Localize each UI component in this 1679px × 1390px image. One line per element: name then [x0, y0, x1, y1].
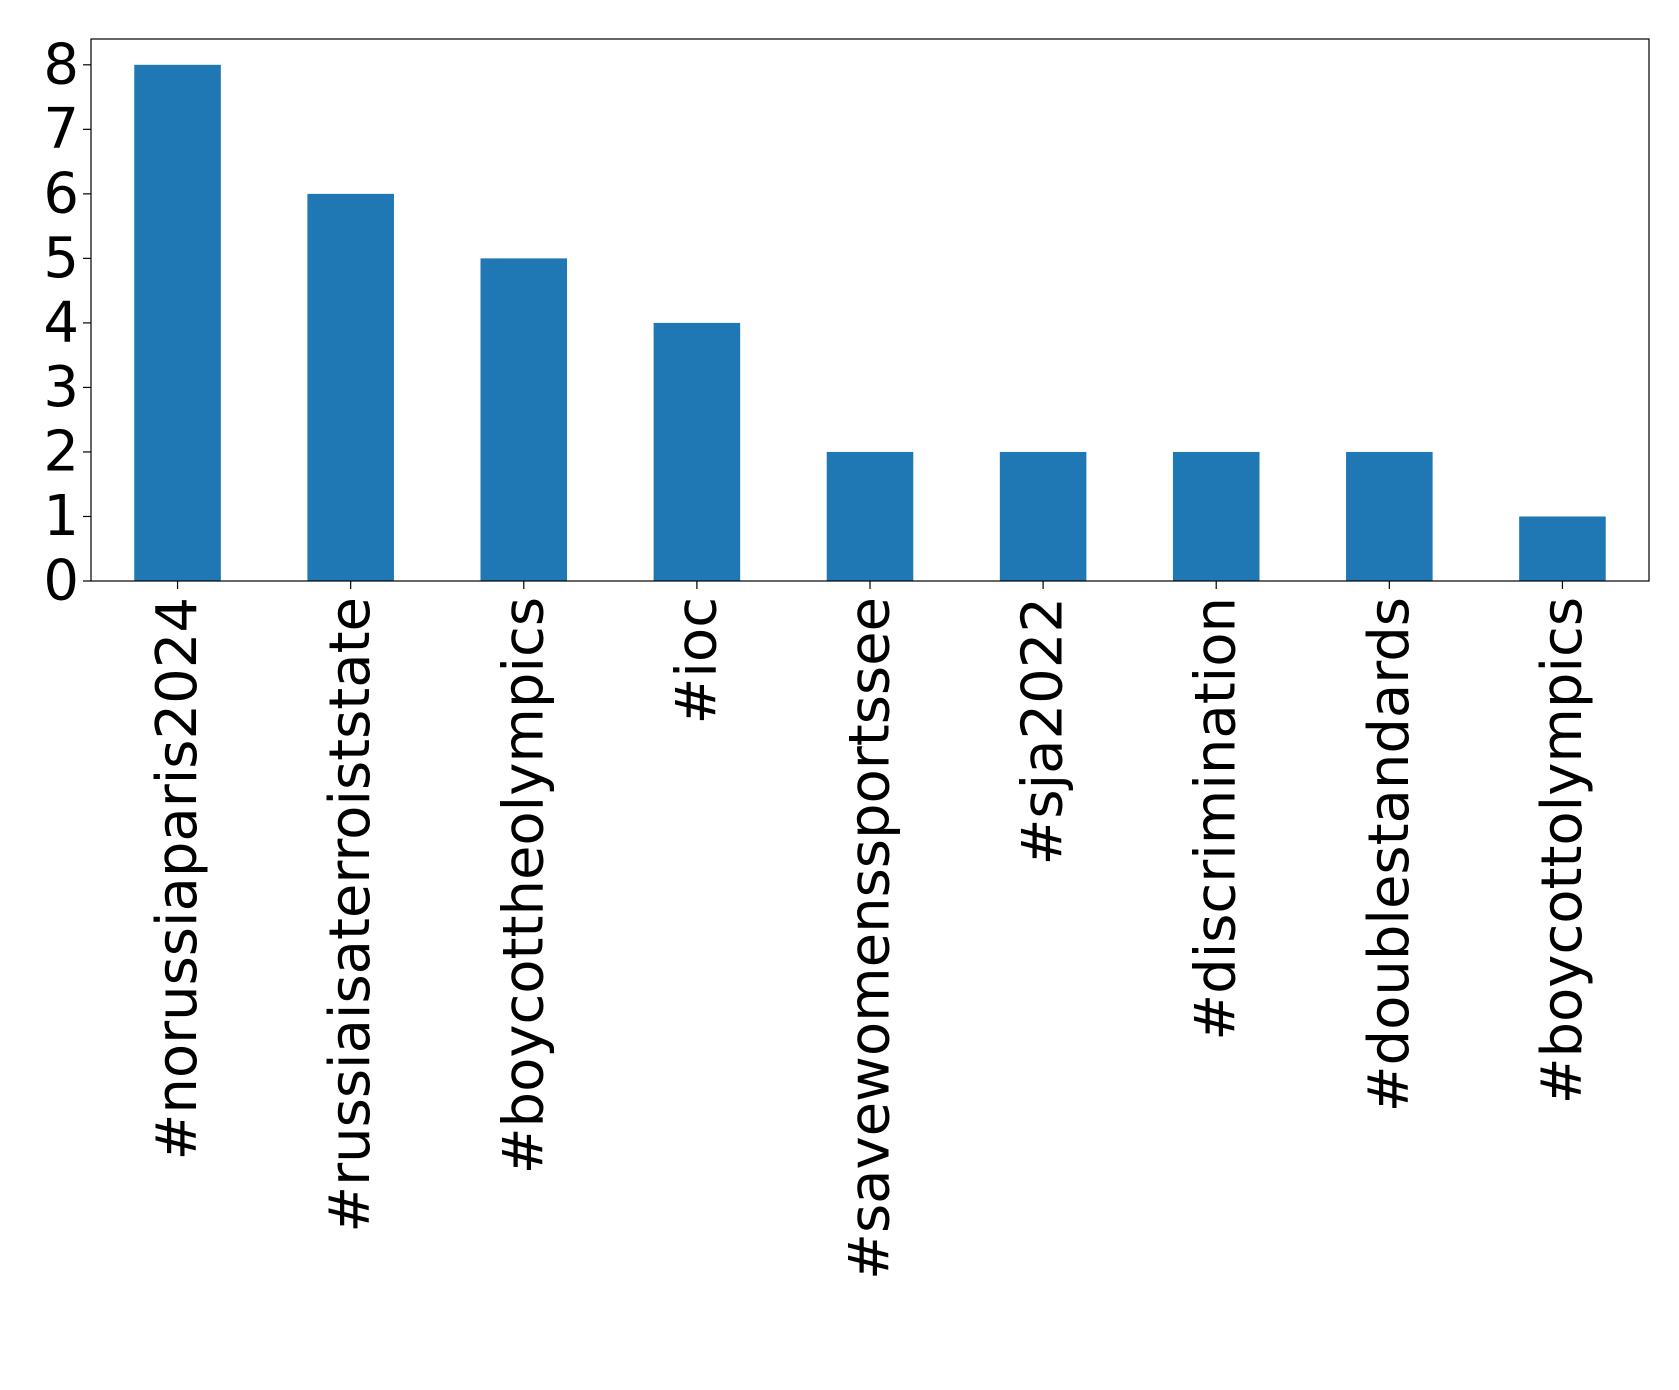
y-tick-label: 7: [43, 97, 79, 162]
y-tick-label: 3: [43, 355, 79, 420]
bar: [1346, 451, 1433, 581]
y-tick-label: 8: [43, 32, 79, 97]
plot-frame: [90, 38, 1650, 582]
bar: [307, 193, 394, 581]
bar: [1519, 516, 1606, 581]
bar: [826, 451, 914, 581]
y-tick-label: 0: [43, 549, 79, 614]
bar: [480, 258, 568, 581]
x-tick-label: #discrimination: [1184, 597, 1249, 1041]
x-tick-label: #norussiaparis2024: [145, 597, 210, 1161]
x-tick-label: #doublestandards: [1357, 597, 1422, 1112]
y-tick-label: 1: [43, 484, 79, 549]
bar: [999, 451, 1087, 581]
bars: [134, 64, 1606, 582]
y-tick-label: 4: [43, 290, 79, 355]
bar: [653, 322, 741, 581]
x-axis: #norussiaparis2024 #russiaisaterroiststat…: [145, 581, 1595, 1280]
x-tick-label: #russiaisaterroiststate: [318, 597, 383, 1233]
x-tick-label: #boycottheolympics: [491, 597, 556, 1174]
y-tick-label: 5: [43, 226, 79, 291]
y-tick-label: 6: [43, 161, 79, 226]
x-tick-label: #sja2022: [1011, 597, 1076, 866]
bar: [134, 64, 221, 582]
bar: [1172, 451, 1260, 581]
x-tick-label: #savewomenssportssee: [838, 597, 903, 1280]
x-tick-label: #ioc: [664, 597, 729, 725]
x-tick-label: #boycottolympics: [1530, 597, 1595, 1104]
y-tick-label: 2: [43, 419, 79, 484]
